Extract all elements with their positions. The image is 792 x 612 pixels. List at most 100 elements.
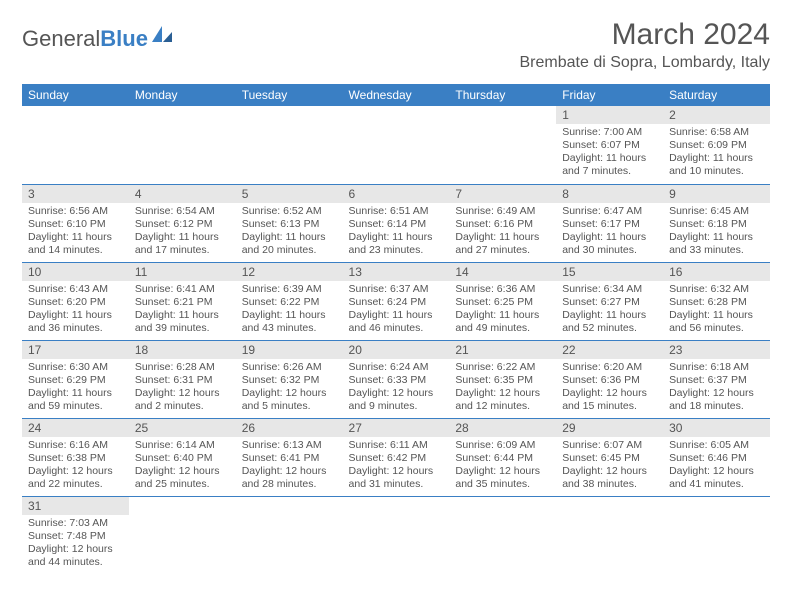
calendar-row: 1Sunrise: 7:00 AMSunset: 6:07 PMDaylight… [22,106,770,184]
day-details: Sunrise: 6:37 AMSunset: 6:24 PMDaylight:… [343,281,450,340]
day-number: 19 [236,341,343,359]
day-details: Sunrise: 6:58 AMSunset: 6:09 PMDaylight:… [663,124,770,183]
calendar-cell: 5Sunrise: 6:52 AMSunset: 6:13 PMDaylight… [236,184,343,262]
day-number: 5 [236,185,343,203]
calendar-cell: 25Sunrise: 6:14 AMSunset: 6:40 PMDayligh… [129,418,236,496]
calendar-cell: 26Sunrise: 6:13 AMSunset: 6:41 PMDayligh… [236,418,343,496]
day-details: Sunrise: 6:54 AMSunset: 6:12 PMDaylight:… [129,203,236,262]
day-details: Sunrise: 6:47 AMSunset: 6:17 PMDaylight:… [556,203,663,262]
calendar-cell: 3Sunrise: 6:56 AMSunset: 6:10 PMDaylight… [22,184,129,262]
weekday-header: Friday [556,84,663,106]
calendar-row: 3Sunrise: 6:56 AMSunset: 6:10 PMDaylight… [22,184,770,262]
day-number: 4 [129,185,236,203]
calendar-head: SundayMondayTuesdayWednesdayThursdayFrid… [22,84,770,106]
calendar-cell-empty [129,106,236,184]
calendar-cell: 6Sunrise: 6:51 AMSunset: 6:14 PMDaylight… [343,184,450,262]
calendar-cell-empty [22,106,129,184]
calendar-cell: 23Sunrise: 6:18 AMSunset: 6:37 PMDayligh… [663,340,770,418]
day-details: Sunrise: 6:09 AMSunset: 6:44 PMDaylight:… [449,437,556,496]
calendar-cell: 1Sunrise: 7:00 AMSunset: 6:07 PMDaylight… [556,106,663,184]
calendar-row: 17Sunrise: 6:30 AMSunset: 6:29 PMDayligh… [22,340,770,418]
day-number: 21 [449,341,556,359]
calendar-body: 1Sunrise: 7:00 AMSunset: 6:07 PMDaylight… [22,106,770,574]
calendar-cell: 14Sunrise: 6:36 AMSunset: 6:25 PMDayligh… [449,262,556,340]
calendar-cell: 30Sunrise: 6:05 AMSunset: 6:46 PMDayligh… [663,418,770,496]
calendar-cell: 2Sunrise: 6:58 AMSunset: 6:09 PMDaylight… [663,106,770,184]
day-number: 15 [556,263,663,281]
day-details: Sunrise: 6:52 AMSunset: 6:13 PMDaylight:… [236,203,343,262]
calendar-row: 31Sunrise: 7:03 AMSunset: 7:48 PMDayligh… [22,496,770,574]
day-details: Sunrise: 6:30 AMSunset: 6:29 PMDaylight:… [22,359,129,418]
calendar-cell: 29Sunrise: 6:07 AMSunset: 6:45 PMDayligh… [556,418,663,496]
day-details: Sunrise: 6:51 AMSunset: 6:14 PMDaylight:… [343,203,450,262]
day-number: 31 [22,497,129,515]
calendar-cell: 8Sunrise: 6:47 AMSunset: 6:17 PMDaylight… [556,184,663,262]
day-number: 2 [663,106,770,124]
day-details: Sunrise: 7:00 AMSunset: 6:07 PMDaylight:… [556,124,663,183]
day-number: 12 [236,263,343,281]
day-number: 29 [556,419,663,437]
calendar-cell: 24Sunrise: 6:16 AMSunset: 6:38 PMDayligh… [22,418,129,496]
day-number: 7 [449,185,556,203]
calendar-cell-empty [129,496,236,574]
day-number: 25 [129,419,236,437]
day-details: Sunrise: 6:18 AMSunset: 6:37 PMDaylight:… [663,359,770,418]
weekday-header: Wednesday [343,84,450,106]
day-details: Sunrise: 6:22 AMSunset: 6:35 PMDaylight:… [449,359,556,418]
day-details: Sunrise: 6:26 AMSunset: 6:32 PMDaylight:… [236,359,343,418]
day-number: 6 [343,185,450,203]
calendar-cell: 27Sunrise: 6:11 AMSunset: 6:42 PMDayligh… [343,418,450,496]
day-details: Sunrise: 6:43 AMSunset: 6:20 PMDaylight:… [22,281,129,340]
day-details: Sunrise: 6:16 AMSunset: 6:38 PMDaylight:… [22,437,129,496]
calendar-cell: 7Sunrise: 6:49 AMSunset: 6:16 PMDaylight… [449,184,556,262]
day-details: Sunrise: 7:03 AMSunset: 7:48 PMDaylight:… [22,515,129,574]
day-details: Sunrise: 6:20 AMSunset: 6:36 PMDaylight:… [556,359,663,418]
title-block: March 2024 Brembate di Sopra, Lombardy, … [520,18,771,76]
calendar-cell-empty [449,106,556,184]
day-number: 18 [129,341,236,359]
weekday-header: Sunday [22,84,129,106]
day-details: Sunrise: 6:36 AMSunset: 6:25 PMDaylight:… [449,281,556,340]
calendar-cell: 15Sunrise: 6:34 AMSunset: 6:27 PMDayligh… [556,262,663,340]
calendar-row: 10Sunrise: 6:43 AMSunset: 6:20 PMDayligh… [22,262,770,340]
day-number: 16 [663,263,770,281]
day-details: Sunrise: 6:32 AMSunset: 6:28 PMDaylight:… [663,281,770,340]
day-number: 9 [663,185,770,203]
day-number: 3 [22,185,129,203]
weekday-header: Thursday [449,84,556,106]
day-number: 1 [556,106,663,124]
day-number: 22 [556,341,663,359]
calendar-cell: 18Sunrise: 6:28 AMSunset: 6:31 PMDayligh… [129,340,236,418]
day-details: Sunrise: 6:28 AMSunset: 6:31 PMDaylight:… [129,359,236,418]
calendar-cell: 4Sunrise: 6:54 AMSunset: 6:12 PMDaylight… [129,184,236,262]
calendar-cell-empty [449,496,556,574]
calendar-cell: 13Sunrise: 6:37 AMSunset: 6:24 PMDayligh… [343,262,450,340]
calendar-table: SundayMondayTuesdayWednesdayThursdayFrid… [22,84,770,574]
day-number: 26 [236,419,343,437]
day-details: Sunrise: 6:24 AMSunset: 6:33 PMDaylight:… [343,359,450,418]
calendar-cell-empty [663,496,770,574]
day-details: Sunrise: 6:11 AMSunset: 6:42 PMDaylight:… [343,437,450,496]
day-details: Sunrise: 6:56 AMSunset: 6:10 PMDaylight:… [22,203,129,262]
logo-text-2: Blue [100,26,148,52]
logo: GeneralBlue [22,24,174,54]
calendar-cell: 28Sunrise: 6:09 AMSunset: 6:44 PMDayligh… [449,418,556,496]
calendar-cell: 9Sunrise: 6:45 AMSunset: 6:18 PMDaylight… [663,184,770,262]
calendar-row: 24Sunrise: 6:16 AMSunset: 6:38 PMDayligh… [22,418,770,496]
day-details: Sunrise: 6:13 AMSunset: 6:41 PMDaylight:… [236,437,343,496]
calendar-cell-empty [236,106,343,184]
day-number: 8 [556,185,663,203]
day-number: 23 [663,341,770,359]
day-details: Sunrise: 6:34 AMSunset: 6:27 PMDaylight:… [556,281,663,340]
month-title: March 2024 [520,18,771,52]
calendar-cell: 12Sunrise: 6:39 AMSunset: 6:22 PMDayligh… [236,262,343,340]
day-details: Sunrise: 6:05 AMSunset: 6:46 PMDaylight:… [663,437,770,496]
calendar-cell: 20Sunrise: 6:24 AMSunset: 6:33 PMDayligh… [343,340,450,418]
day-details: Sunrise: 6:07 AMSunset: 6:45 PMDaylight:… [556,437,663,496]
day-number: 30 [663,419,770,437]
calendar-cell: 17Sunrise: 6:30 AMSunset: 6:29 PMDayligh… [22,340,129,418]
calendar-cell-empty [343,496,450,574]
day-number: 27 [343,419,450,437]
header: GeneralBlue March 2024 Brembate di Sopra… [22,18,770,76]
logo-sail-icon [150,24,174,44]
